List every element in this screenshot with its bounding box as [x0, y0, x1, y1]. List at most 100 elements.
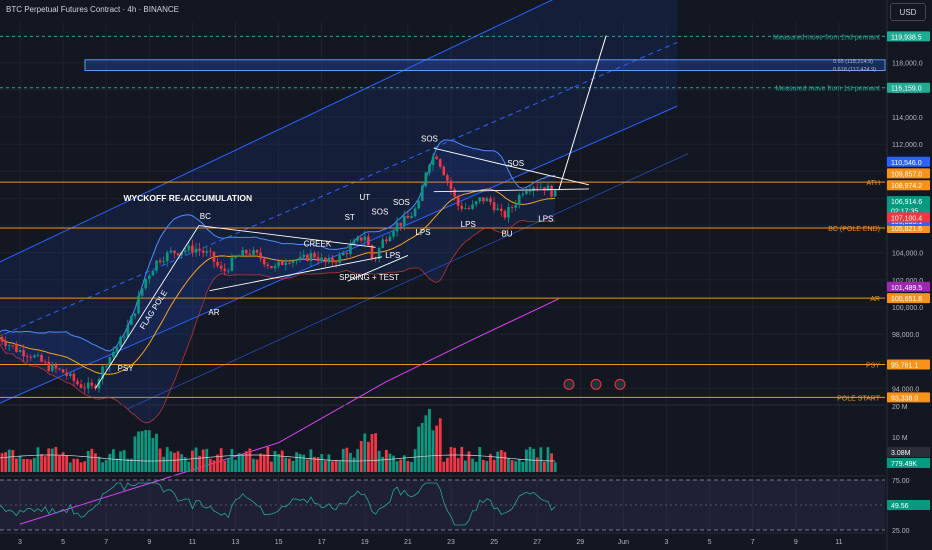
volume-bar [309, 449, 313, 472]
candle-body [435, 156, 438, 160]
volume-tag-value: 3.08M [891, 450, 911, 457]
volume-bar [442, 461, 446, 472]
volume-bar [460, 446, 464, 472]
candle-body [309, 253, 313, 262]
candle-body [25, 356, 29, 357]
x-tick-label: 15 [275, 539, 283, 546]
volume-bar [438, 418, 442, 472]
volume-bar [32, 458, 36, 472]
candle-body [165, 252, 169, 262]
candle-body [126, 324, 130, 337]
candle-body [392, 231, 395, 237]
candle-body [173, 250, 176, 254]
candle-body [478, 197, 482, 202]
candle-body [446, 175, 449, 181]
price-tag: 02:17:35 [891, 209, 918, 216]
candle-body [266, 264, 270, 266]
volume-bar [499, 450, 503, 472]
volume-bar [327, 454, 331, 472]
volume-bar [298, 453, 302, 472]
candle-body [65, 372, 68, 376]
candle-body [291, 260, 295, 264]
event-flag-icon [614, 378, 626, 390]
volume-bar [126, 458, 130, 472]
candle-body [148, 275, 151, 279]
candle-body [76, 380, 79, 385]
x-tick-label: 7 [751, 539, 755, 546]
candle-body [474, 201, 478, 205]
candle-body [219, 265, 223, 269]
candle-body [187, 245, 191, 251]
volume-bar [485, 461, 489, 472]
annotation-bc: BC [200, 212, 211, 221]
volume-bar [428, 409, 431, 472]
interval-label[interactable]: 4h [127, 5, 137, 14]
volume-bar [18, 455, 22, 472]
volume-bar [273, 451, 277, 472]
candle-body [83, 387, 86, 389]
candle-body [0, 336, 4, 342]
volume-bar [90, 448, 94, 472]
candle-body [331, 257, 334, 263]
volume-bar [58, 455, 61, 472]
volume-bar [295, 452, 298, 472]
volume-bar [104, 459, 108, 472]
flag-pole-line [95, 225, 200, 389]
event-flag-icon [590, 378, 602, 390]
candle-body [356, 237, 359, 241]
volume-bar [270, 461, 273, 472]
price-tag-bg [887, 180, 930, 191]
candle-body [535, 187, 539, 189]
volume-bar [280, 450, 284, 472]
candle-body [140, 288, 144, 296]
rsi-tick: 25.00 [892, 528, 910, 535]
volume-bar [40, 453, 43, 472]
price-tag-bg [887, 281, 930, 292]
candle-body [97, 379, 101, 389]
candle-body [406, 215, 410, 219]
candle-body [18, 350, 22, 352]
volume-bar [456, 458, 460, 472]
symbol-title[interactable]: BTC Perpetual Futures Contract [6, 5, 121, 14]
volume-bar [316, 457, 320, 472]
volume-bar [539, 447, 543, 472]
currency-button[interactable]: USD [890, 3, 926, 21]
annotation-lps: LPS [415, 228, 430, 237]
volume-bar [183, 457, 187, 472]
volume-bar [496, 451, 500, 472]
candle-body [151, 270, 155, 276]
x-tick-label: 23 [447, 539, 455, 546]
annotation-lps: LPS [461, 220, 476, 229]
volume-bar [492, 459, 496, 472]
candle-body [399, 222, 403, 226]
x-tick-label: 3 [665, 539, 669, 546]
volume-bar [410, 462, 413, 472]
candle-body [428, 164, 431, 173]
candle-body [385, 239, 388, 242]
level-label-ar: AR [870, 296, 880, 303]
volume-bar [262, 454, 266, 472]
volume-bar [83, 461, 87, 472]
candle-body [298, 257, 302, 261]
x-tick-label: 19 [361, 539, 369, 546]
x-tick-label: 9 [147, 539, 151, 546]
volume-bar [129, 458, 133, 472]
annotation-lps: LPS [385, 251, 400, 260]
level-label-psy: PSY [866, 363, 880, 370]
volume-bar [234, 459, 237, 472]
volume-bar [374, 433, 377, 472]
bollinger-upper [0, 139, 556, 352]
candle-body [543, 187, 546, 191]
volume-bar [356, 449, 360, 472]
candle-body [209, 251, 212, 252]
price-tag: 108,974.2 [891, 183, 922, 190]
volume-bar [140, 431, 144, 472]
x-tick-label: 11 [189, 539, 196, 546]
volume-bar [420, 422, 424, 472]
y-tick-label: 94,000.0 [892, 386, 919, 393]
volume-bar [550, 453, 553, 472]
x-tick-label: 29 [576, 539, 584, 546]
candle-body [507, 207, 510, 218]
volume-bar [76, 458, 79, 472]
